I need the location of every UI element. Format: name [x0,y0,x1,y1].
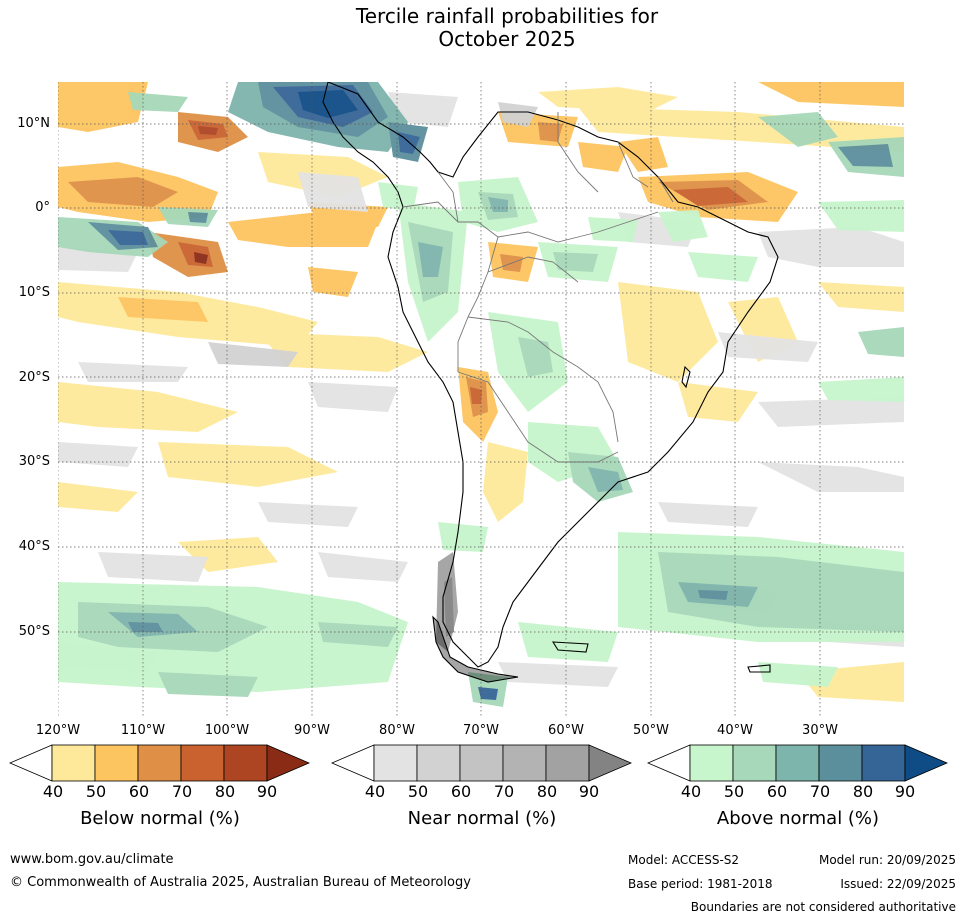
lat-label-40s: 40°S [18,539,50,554]
footer-disclaimer: Boundaries are not considered authoritat… [690,900,956,914]
above-tick-40: 40 [680,782,702,801]
lon-label-110w: 110°W [120,723,166,738]
colorbar-title-below: Below normal (%) [80,808,240,829]
lon-label-120w: 120°W [35,723,81,738]
below-tick-90: 90 [256,782,278,801]
below-colorbar-segment-6 [266,744,311,782]
lat-label-20s: 20°S [18,370,50,385]
graticule [58,82,904,716]
below-tick-80: 80 [214,782,236,801]
above-colorbar-segment-4 [818,744,863,782]
lat-label-10s: 10°S [18,285,50,300]
colorbar-above-normal [647,744,949,782]
lon-label-90w: 90°W [294,723,330,738]
near-colorbar-segment-1 [373,744,418,782]
near-colorbar-segment-4 [502,744,547,782]
above-colorbar-segment-3 [775,744,820,782]
below-colorbar-segment-4 [180,744,225,782]
near-tick-70: 70 [493,782,515,801]
rainfall-probability-map [58,82,904,716]
near-colorbar-segment-3 [459,744,504,782]
below-normal-regions [58,82,904,702]
below-tick-40: 40 [42,782,64,801]
chart-title-line2: October 2025 [438,27,576,51]
footer-base-period: Base period: 1981-2018 [628,877,773,891]
near-colorbar-segment-6 [588,744,633,782]
chart-title-line1: Tercile rainfall probabilities for [355,4,659,28]
lon-label-100w: 100°W [204,723,250,738]
colorbar-title-near: Near normal (%) [407,808,557,829]
below-colorbar-segment-3 [137,744,182,782]
lon-label-40w: 40°W [717,723,753,738]
lon-label-30w: 30°W [802,723,838,738]
below-colorbar-segment-1 [51,744,96,782]
below-colorbar-segment-2 [94,744,139,782]
above-tick-80: 80 [852,782,874,801]
above-tick-50: 50 [723,782,745,801]
footer-issued: Issued: 22/09/2025 [840,877,956,891]
near-tick-80: 80 [536,782,558,801]
colorbar-near-normal [331,744,633,782]
above-tick-90: 90 [894,782,916,801]
lon-label-50w: 50°W [633,723,669,738]
coastlines [322,82,779,683]
above-colorbar-segment-2 [732,744,777,782]
lat-label-0: 0° [35,200,50,215]
above-colorbar-segment-1 [689,744,734,782]
near-colorbar-segment-2 [416,744,461,782]
near-tick-60: 60 [450,782,472,801]
footer-url: www.bom.gov.au/climate [10,852,174,867]
near-tick-90: 90 [578,782,600,801]
colorbar-below-normal [9,744,311,782]
lon-label-80w: 80°W [379,723,415,738]
footer-copyright: © Commonwealth of Australia 2025, Austra… [10,875,471,890]
near-colorbar-segment-5 [545,744,590,782]
footer-model-run: Model run: 20/09/2025 [818,853,956,867]
near-colorbar-segment-0 [331,744,375,782]
below-colorbar-segment-5 [223,744,268,782]
above-tick-70: 70 [809,782,831,801]
above-colorbar-segment-0 [647,744,691,782]
below-colorbar-segment-0 [9,744,53,782]
above-tick-60: 60 [766,782,788,801]
lat-label-50s: 50°S [18,624,50,639]
above-colorbar-segment-6 [904,744,949,782]
colorbar-title-above: Above normal (%) [716,808,880,829]
lon-label-70w: 70°W [463,723,499,738]
footer-model: Model: ACCESS-S2 [628,853,740,867]
lat-label-30s: 30°S [18,454,50,469]
below-tick-50: 50 [85,782,107,801]
lat-label-10n: 10°N [17,116,50,131]
near-tick-40: 40 [364,782,386,801]
below-tick-70: 70 [171,782,193,801]
near-tick-50: 50 [407,782,429,801]
lon-label-60w: 60°W [548,723,584,738]
below-tick-60: 60 [128,782,150,801]
above-colorbar-segment-5 [861,744,906,782]
